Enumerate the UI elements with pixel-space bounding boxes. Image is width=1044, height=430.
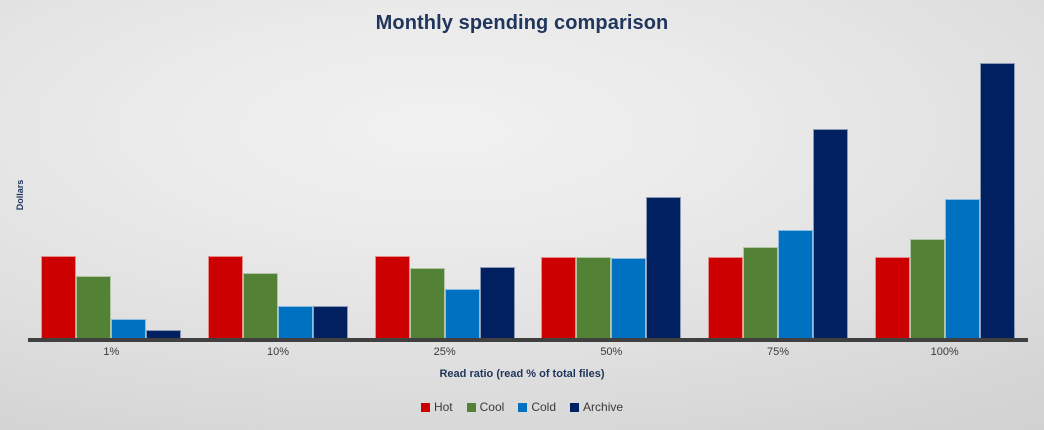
y-axis-title-label: Dollars — [15, 179, 25, 211]
chart-title: Monthly spending comparison — [375, 12, 669, 34]
bar-cool-1pct[interactable] — [76, 276, 112, 338]
legend-swatch-icon — [420, 402, 430, 412]
chart-legend: Hot Cool Cold Archive — [0, 400, 1044, 414]
x-axis-title: Read ratio (read % of total files) — [439, 368, 605, 380]
legend-label: Archive — [583, 400, 624, 414]
bar-cold-75pct[interactable] — [778, 229, 813, 338]
legend-swatch-icon — [570, 402, 580, 412]
legend-item-cool[interactable]: Cool — [466, 400, 505, 414]
bar-cool-25pct[interactable] — [409, 267, 445, 338]
x-tick-label: 100% — [930, 346, 959, 358]
bar-hot-1pct[interactable] — [41, 255, 77, 338]
bar-group — [208, 46, 348, 338]
bar-hot-75pct[interactable] — [708, 256, 743, 338]
bar-group — [41, 46, 182, 338]
bar-cold-50pct[interactable] — [611, 257, 647, 338]
bar-cool-100pct[interactable] — [909, 238, 945, 338]
bar-cold-10pct[interactable] — [278, 305, 313, 338]
legend-item-cold[interactable]: Cold — [518, 400, 556, 414]
bar-hot-25pct[interactable] — [374, 255, 410, 338]
x-tick-label: 75% — [766, 346, 790, 358]
bar-cool-10pct[interactable] — [243, 273, 278, 338]
x-axis-line — [28, 338, 1028, 342]
legend-label: Cool — [479, 400, 505, 414]
bar-archive-10pct[interactable] — [313, 305, 348, 338]
bar-hot-100pct[interactable] — [874, 256, 910, 338]
bar-archive-75pct[interactable] — [813, 129, 848, 338]
bar-group — [874, 46, 1015, 338]
bar-cool-75pct[interactable] — [743, 247, 778, 338]
legend-item-archive[interactable]: Archive — [570, 400, 623, 414]
y-axis-title: Dollars — [10, 160, 30, 230]
bar-hot-50pct[interactable] — [541, 256, 577, 338]
bar-cool-50pct[interactable] — [576, 256, 612, 338]
legend-label: Cold — [531, 400, 557, 414]
x-tick-label: 10% — [266, 346, 290, 358]
legend-label: Hot — [433, 400, 453, 414]
bar-cold-1pct[interactable] — [111, 318, 147, 338]
bar-archive-50pct[interactable] — [646, 197, 682, 338]
legend-item-hot[interactable]: Hot — [420, 400, 453, 414]
bar-archive-1pct[interactable] — [146, 330, 182, 338]
bar-hot-10pct[interactable] — [208, 255, 243, 338]
bar-cold-25pct[interactable] — [444, 289, 480, 338]
x-tick-label: 50% — [600, 346, 623, 358]
legend-swatch-icon — [466, 402, 476, 412]
bar-group — [708, 46, 848, 338]
legend-swatch-icon — [518, 402, 528, 412]
bar-archive-25pct[interactable] — [479, 266, 515, 338]
x-tick-label: 25% — [433, 346, 456, 358]
bar-cold-100pct[interactable] — [944, 198, 980, 338]
x-tick-label: 1% — [103, 346, 120, 358]
bar-group — [374, 46, 515, 338]
plot-area — [28, 46, 1028, 338]
bar-group — [541, 46, 682, 338]
bar-archive-100pct[interactable] — [979, 63, 1015, 338]
